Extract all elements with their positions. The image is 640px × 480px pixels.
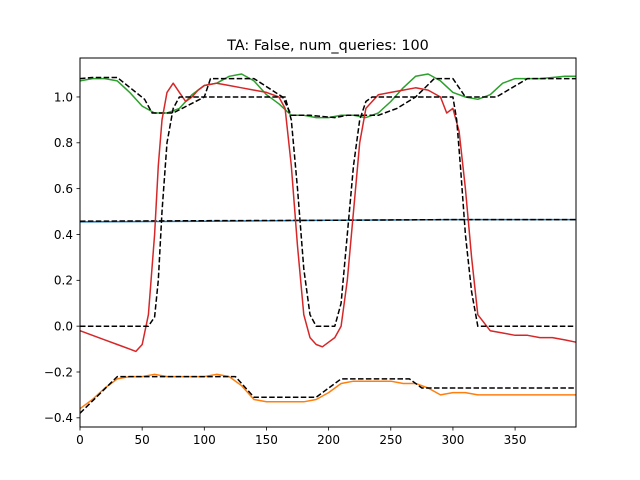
y-tick-label: 0.0 (54, 319, 73, 333)
x-tick-label: 200 (317, 433, 340, 447)
y-tick-label: −0.4 (44, 411, 73, 425)
y-tick-label: −0.2 (44, 365, 73, 379)
y-tick-label: 1.0 (54, 90, 73, 104)
x-tick-label: 150 (255, 433, 278, 447)
series-line-6 (79, 373, 576, 410)
x-tick-label: 50 (135, 433, 150, 447)
y-tick-label: 0.4 (54, 228, 73, 242)
x-tick-label: 250 (379, 433, 402, 447)
y-tick-label: 0.2 (54, 274, 73, 288)
series-line-7 (79, 375, 576, 414)
y-tick-label: 0.8 (54, 136, 73, 150)
axes-layer: 0 50 100 150 200 250 300 350 −0.4 −0.2 0.0 0.2 0.4 0.… (44, 90, 527, 447)
x-tick-label: 350 (504, 433, 527, 447)
series-line-1 (79, 218, 576, 222)
series-layer (79, 73, 577, 414)
x-tick-label: 300 (441, 433, 464, 447)
x-tick-label: 0 (76, 433, 84, 447)
series-line-4 (79, 82, 577, 353)
chart-title: TA: False, num_queries: 100 (226, 38, 429, 54)
x-tick-label: 100 (193, 433, 216, 447)
y-tick-label: 0.6 (54, 182, 73, 196)
series-line-3 (79, 76, 576, 119)
series-line-5 (80, 96, 576, 327)
plot-frame (79, 57, 577, 428)
